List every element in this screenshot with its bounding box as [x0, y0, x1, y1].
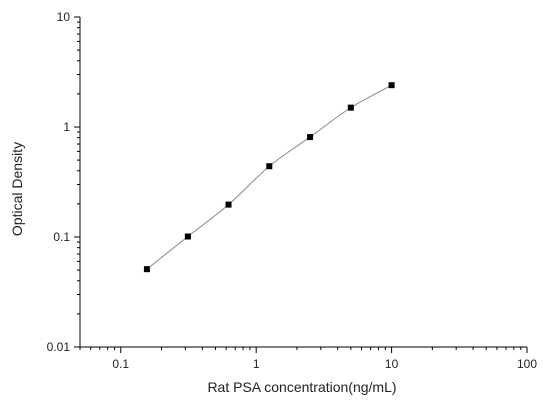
data-point — [184, 233, 191, 240]
y-tick-label: 10 — [57, 10, 71, 24]
data-point — [143, 266, 150, 273]
data-point — [347, 104, 354, 111]
data-points-layer — [143, 82, 395, 273]
x-axis-label: Rat PSA concentration(ng/mL) — [207, 379, 396, 395]
y-tick-label: 0.1 — [53, 230, 70, 244]
data-point — [225, 201, 232, 208]
x-tick-label: 10 — [385, 357, 399, 371]
data-point — [266, 163, 273, 170]
fit-curve — [146, 84, 392, 270]
fit-curve-layer — [146, 84, 392, 270]
y-axis-label: Optical Density — [9, 142, 25, 236]
data-point — [307, 134, 314, 141]
axes: 0.1 1 10 100 0.01 0.1 1 10 — [47, 10, 538, 371]
x-tick-label: 0.1 — [112, 357, 129, 371]
x-tick-label: 1 — [253, 357, 260, 371]
y-tick-label: 0.01 — [47, 340, 71, 354]
data-point — [388, 82, 395, 89]
y-tick-label: 1 — [63, 120, 70, 134]
x-tick-label: 100 — [517, 357, 537, 371]
